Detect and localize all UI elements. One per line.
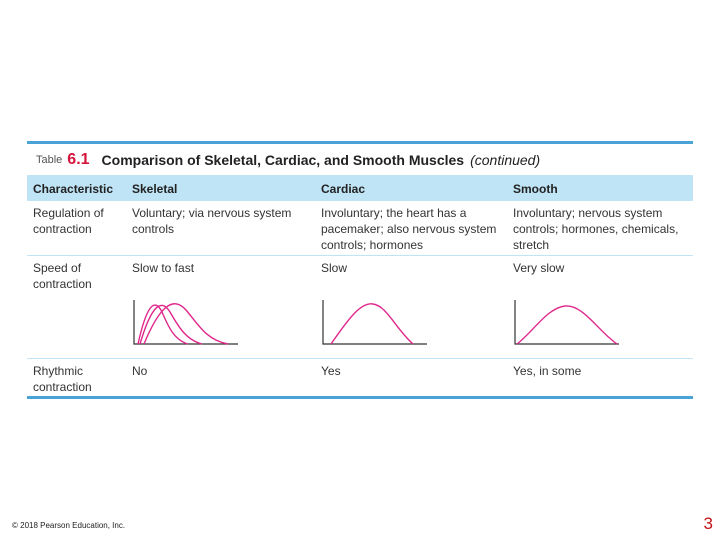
table-row: Speed of contraction Slow to fast Slow V…: [27, 256, 693, 359]
table-row: Regulation of contraction Voluntary; via…: [27, 201, 693, 256]
table-title: Comparison of Skeletal, Cardiac, and Smo…: [101, 151, 465, 168]
row-characteristic: Rhythmic contraction: [33, 364, 92, 394]
skeletal-twitch-curves-icon: [133, 300, 238, 345]
table-label: Table: [36, 153, 63, 166]
cardiac-contraction-curve-icon: [322, 300, 427, 345]
row-smooth: Yes, in some: [513, 364, 582, 378]
table-number: 6.1: [67, 150, 90, 168]
table-header-row: Characteristic Skeletal Cardiac Smooth: [27, 175, 693, 201]
row-cardiac: Slow: [321, 261, 348, 275]
row-skeletal: Slow to fast: [132, 261, 195, 275]
smooth-contraction-curve-icon: [514, 300, 619, 345]
table-continued: (continued): [470, 151, 541, 168]
row-characteristic: Speed of contraction: [33, 261, 92, 291]
copyright-notice: © 2018 Pearson Education, Inc.: [12, 521, 126, 530]
row-skeletal: No: [132, 364, 148, 378]
row-cardiac: Yes: [321, 364, 341, 378]
header-cardiac: Cardiac: [321, 182, 366, 196]
table-row: Rhythmic contraction No Yes Yes, in some: [27, 359, 693, 399]
table-title-bar: Table 6.1 Comparison of Skeletal, Cardia…: [27, 144, 693, 175]
comparison-table: Table 6.1 Comparison of Skeletal, Cardia…: [27, 141, 693, 399]
row-characteristic: Regulation of contraction: [33, 206, 104, 236]
page-number: 3: [703, 514, 713, 533]
row-smooth: Involuntary; nervous system controls; ho…: [513, 206, 679, 252]
header-skeletal: Skeletal: [132, 182, 178, 196]
row-cardiac: Involuntary; the heart has a pacemaker; …: [321, 206, 497, 252]
header-smooth: Smooth: [513, 182, 558, 196]
row-skeletal: Voluntary; via nervous system controls: [132, 206, 292, 236]
row-smooth: Very slow: [513, 261, 565, 275]
header-characteristic: Characteristic: [33, 182, 114, 196]
